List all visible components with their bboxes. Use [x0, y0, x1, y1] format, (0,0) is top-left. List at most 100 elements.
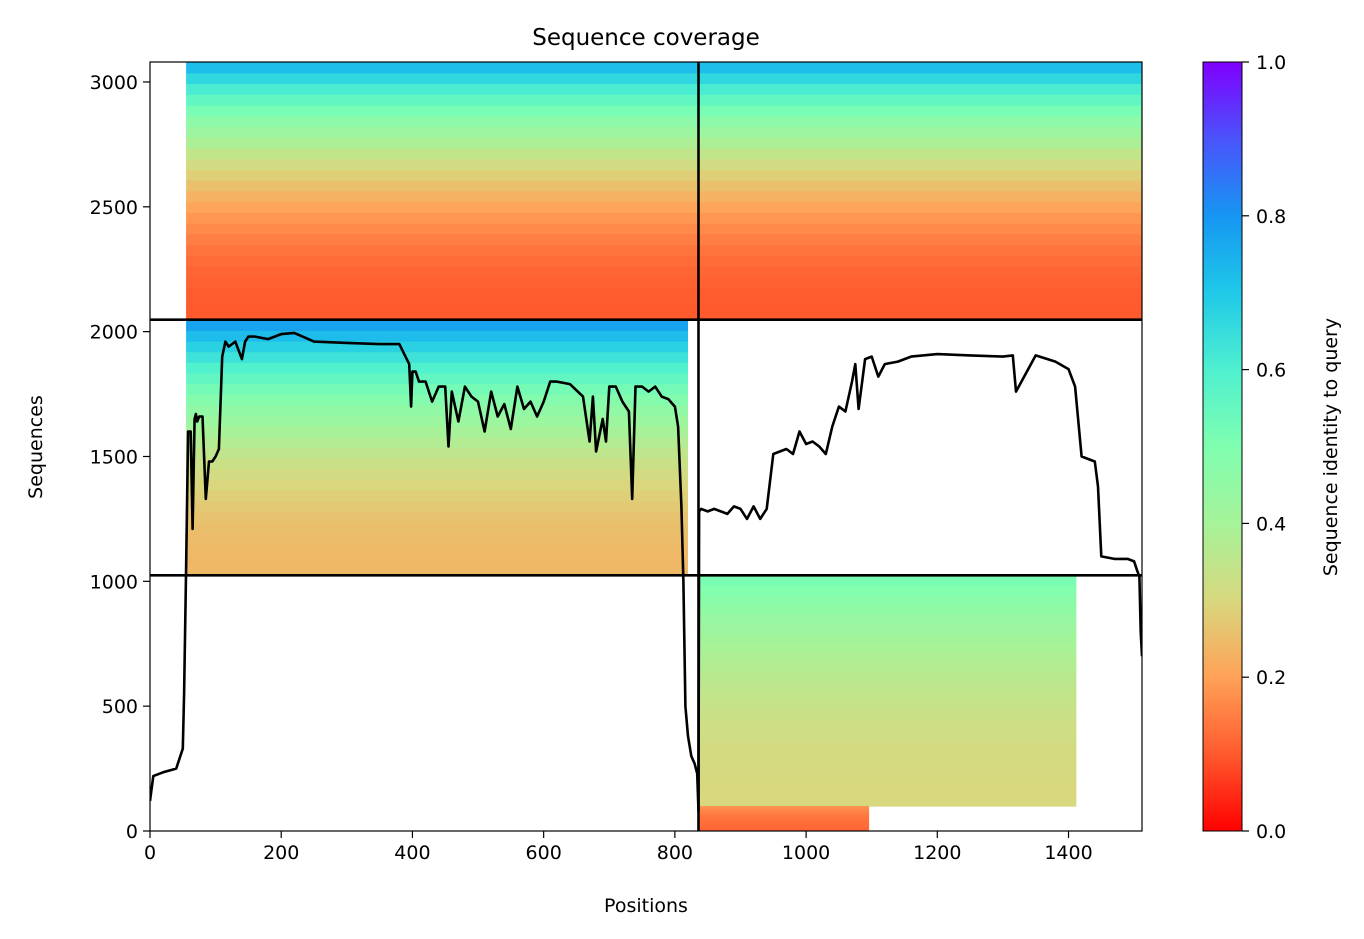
heatmap-band: [698, 815, 870, 818]
heatmap-band: [186, 319, 688, 331]
heatmap-band: [186, 532, 688, 544]
heatmap-band: [698, 180, 1142, 192]
heatmap-band: [186, 72, 699, 85]
y-tick-label: 1000: [90, 571, 138, 593]
heatmap-band: [186, 458, 688, 470]
heatmap-band: [698, 821, 870, 824]
colorbar-tick-label: 0.4: [1256, 513, 1286, 535]
heatmap-band: [698, 817, 870, 820]
heatmap-band: [698, 244, 1142, 256]
heatmap-band: [186, 62, 699, 74]
heatmap-band: [698, 169, 1142, 181]
heatmap-band: [698, 822, 870, 825]
heatmap-band: [698, 827, 870, 830]
heatmap-band: [698, 298, 1142, 310]
heatmap-band: [186, 104, 699, 117]
heatmap-band: [186, 500, 688, 513]
x-axis-label: Positions: [604, 895, 688, 917]
heatmap-band: [186, 190, 699, 203]
heatmap-band: [698, 748, 1077, 759]
y-tick-label: 0: [126, 821, 138, 843]
heatmap-band: [186, 244, 699, 256]
heatmap-band: [698, 633, 1077, 644]
colorbar-label: Sequence identity to query: [1320, 318, 1342, 576]
heatmap-band: [698, 661, 1077, 673]
heatmap-band: [186, 212, 699, 224]
heatmap-band: [186, 201, 699, 213]
heatmap-block: [186, 62, 699, 321]
x-tick-label: 400: [394, 842, 430, 864]
plot-frame: [149, 61, 1143, 832]
heatmap-band: [698, 729, 1077, 740]
heatmap-band: [698, 824, 870, 827]
heatmap-band: [186, 522, 688, 534]
heatmap-band: [186, 137, 699, 149]
heatmap-block: [186, 319, 688, 576]
heatmap-block: [698, 575, 1077, 807]
heatmap-band: [698, 810, 870, 812]
heatmap-band: [698, 147, 1142, 160]
heatmap-band: [698, 814, 870, 816]
heatmap-band: [698, 777, 1077, 788]
heatmap-band: [186, 426, 688, 438]
heatmap-band: [186, 115, 699, 128]
coverage-line-group: [150, 331, 1142, 813]
heatmap-band: [186, 415, 688, 427]
heatmap-band: [698, 255, 1142, 267]
heatmap-band: [698, 594, 1077, 605]
colorbar-tick-label: 0.8: [1256, 206, 1286, 228]
heatmap-band: [698, 642, 1077, 653]
heatmap-band: [698, 276, 1142, 289]
heatmap-band: [698, 223, 1142, 235]
heatmap-band: [698, 287, 1142, 299]
heatmap-band: [186, 404, 688, 417]
heatmap-band: [186, 94, 699, 106]
heatmap-band: [698, 738, 1077, 749]
heatmap-band: [698, 115, 1142, 128]
heatmap-band: [698, 126, 1142, 138]
colorbar-tick-label: 0.0: [1256, 821, 1286, 843]
heatmap-blocks: [186, 62, 1142, 831]
heatmap-band: [186, 255, 699, 267]
x-tick-label: 600: [526, 842, 562, 864]
coverage-line: [150, 331, 1142, 813]
heatmap-band: [698, 818, 870, 821]
heatmap-band: [698, 72, 1142, 85]
heatmap-band: [186, 158, 699, 170]
heatmap-band: [186, 511, 688, 523]
heatmap-band: [698, 809, 870, 811]
heatmap-band: [186, 298, 699, 310]
y-tick-label: 1500: [90, 446, 138, 468]
heatmap-band: [186, 169, 699, 181]
heatmap-band: [186, 436, 688, 449]
heatmap-band: [698, 812, 870, 814]
heatmap-band: [186, 233, 699, 246]
heatmap-band: [698, 767, 1077, 778]
heatmap-block: [698, 806, 870, 831]
heatmap-band: [698, 690, 1077, 701]
heatmap-band: [186, 126, 699, 138]
heatmap-band: [698, 820, 870, 823]
heatmap-band: [698, 604, 1077, 615]
heatmap-band: [698, 613, 1077, 624]
y-tick-label: 3000: [90, 72, 138, 94]
heatmap-band: [698, 796, 1077, 807]
heatmap-band: [186, 276, 699, 289]
y-tick-label: 2500: [90, 197, 138, 219]
heatmap-band: [186, 479, 688, 491]
heatmap-band: [698, 201, 1142, 213]
heatmap-band: [698, 575, 1077, 586]
heatmap-band: [698, 700, 1077, 711]
y-tick-label: 2000: [90, 322, 138, 344]
heatmap-band: [186, 340, 688, 353]
x-tick-label: 0: [144, 842, 156, 864]
heatmap-band: [698, 819, 870, 822]
heatmap-band: [698, 671, 1077, 682]
heatmap-band: [186, 564, 688, 576]
heatmap-band: [186, 180, 699, 192]
heatmap-band: [698, 83, 1142, 95]
heatmap-band: [186, 490, 688, 502]
heatmap-band: [186, 543, 688, 555]
x-tick-label: 1200: [913, 842, 961, 864]
colorbar: [1202, 61, 1243, 832]
